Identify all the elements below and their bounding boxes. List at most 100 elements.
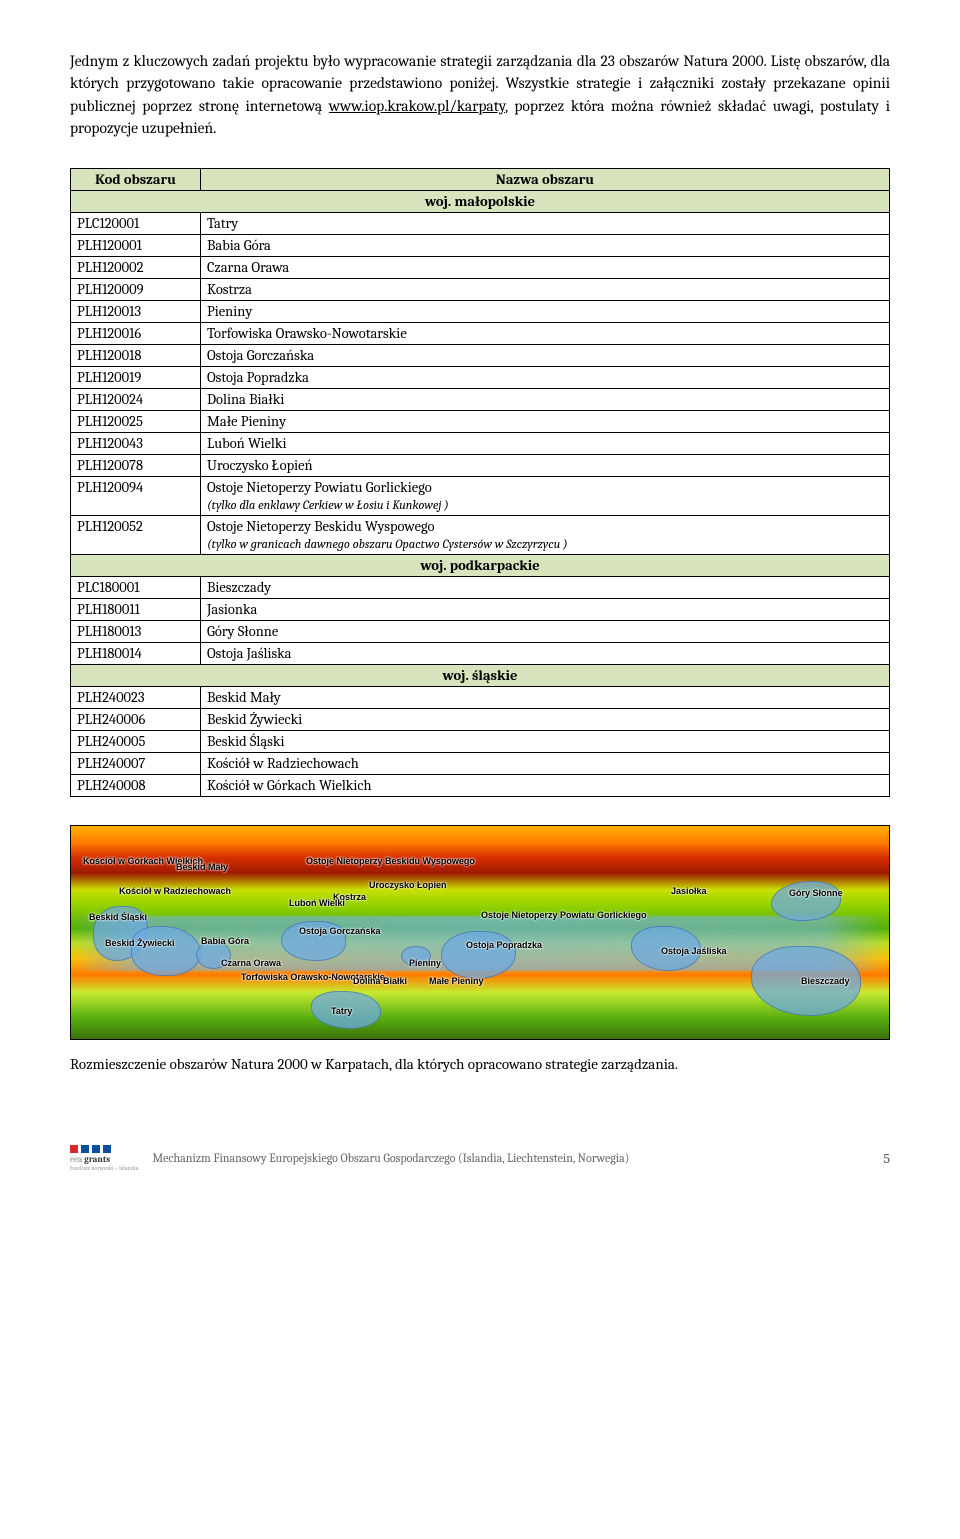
- intro-paragraph: Jednym z kluczowych zadań projektu było …: [70, 50, 890, 140]
- cell-name: Ostoja Gorczańska: [201, 344, 890, 366]
- map-area-blob: [771, 881, 841, 921]
- table-row: PLH240007Kościół w Radziechowach: [71, 752, 890, 774]
- cell-name: Luboń Wielki: [201, 432, 890, 454]
- map-label: Babia Góra: [201, 936, 249, 946]
- map-label: Czarna Orawa: [221, 958, 281, 968]
- cell-name: Czarna Orawa: [201, 256, 890, 278]
- cell-code: PLH120001: [71, 234, 201, 256]
- map-label: Beskid Śląski: [89, 912, 147, 922]
- table-row: PLH120018Ostoja Gorczańska: [71, 344, 890, 366]
- page-footer: eea grants fundusz norweski • islandia M…: [70, 1145, 890, 1172]
- cell-code: PLH120078: [71, 454, 201, 476]
- cell-code: PLH240005: [71, 730, 201, 752]
- region-header: woj. śląskie: [71, 664, 890, 686]
- map-image: Kościół w Górkach WielkichBeskid MałyOst…: [70, 825, 890, 1040]
- cell-name: Beskid Śląski: [201, 730, 890, 752]
- cell-code: PLH120009: [71, 278, 201, 300]
- cell-name: Beskid Żywiecki: [201, 708, 890, 730]
- cell-name: Uroczysko Łopień: [201, 454, 890, 476]
- cell-name: Jasionka: [201, 598, 890, 620]
- map-label: Ostoja Jaśliska: [661, 946, 727, 956]
- page-number: 5: [883, 1150, 890, 1167]
- map-label: Tatry: [331, 1006, 352, 1016]
- logo-word2: grants: [84, 1155, 110, 1165]
- cell-name: Tatry: [201, 212, 890, 234]
- map-label: Dolina Białki: [353, 976, 407, 986]
- table-row: PLH180013Góry Słonne: [71, 620, 890, 642]
- cell-name: Pieniny: [201, 300, 890, 322]
- logo-dot: [70, 1145, 78, 1153]
- table-row: PLH240023Beskid Mały: [71, 686, 890, 708]
- table-row: PLH180011Jasionka: [71, 598, 890, 620]
- cell-code: PLH120019: [71, 366, 201, 388]
- cell-name: Ostoje Nietoperzy Powiatu Gorlickiego(ty…: [201, 476, 890, 515]
- cell-name: Bieszczady: [201, 576, 890, 598]
- map-label: Bieszczady: [801, 976, 850, 986]
- table-row: PLH180014Ostoja Jaśliska: [71, 642, 890, 664]
- region-header: woj. podkarpackie: [71, 554, 890, 576]
- map-label: Ostoje Nietoperzy Powiatu Gorlickiego: [481, 910, 647, 920]
- table-row: PLC180001Bieszczady: [71, 576, 890, 598]
- cell-name: Ostoja Popradzka: [201, 366, 890, 388]
- cell-name: Beskid Mały: [201, 686, 890, 708]
- table-row: PLH120043Luboń Wielki: [71, 432, 890, 454]
- cell-code: PLH120002: [71, 256, 201, 278]
- footer-text: Mechanizm Finansowy Europejskiego Obszar…: [153, 1151, 630, 1165]
- cell-code: PLC180001: [71, 576, 201, 598]
- cell-code: PLH180011: [71, 598, 201, 620]
- cell-name: Kostrza: [201, 278, 890, 300]
- map-label: Ostoja Popradzka: [466, 940, 542, 950]
- logo-word1: eea: [70, 1155, 82, 1165]
- map-label: Małe Pieniny: [429, 976, 484, 986]
- cell-code: PLH180013: [71, 620, 201, 642]
- map-label: Uroczysko Łopień: [369, 880, 447, 890]
- cell-code: PLH120094: [71, 476, 201, 515]
- table-row: PLH120016Torfowiska Orawsko-Nowotarskie: [71, 322, 890, 344]
- th-name: Nazwa obszaru: [201, 168, 890, 190]
- map-label: Ostoja Gorczańska: [299, 926, 381, 936]
- table-row: PLH120002Czarna Orawa: [71, 256, 890, 278]
- cell-code: PLH120016: [71, 322, 201, 344]
- cell-name: Dolina Białki: [201, 388, 890, 410]
- cell-name: Góry Słonne: [201, 620, 890, 642]
- table-row: PLC120001Tatry: [71, 212, 890, 234]
- map-area-blob: [441, 931, 516, 979]
- cell-name: Kościół w Radziechowach: [201, 752, 890, 774]
- region-header: woj. małopolskie: [71, 190, 890, 212]
- cell-code: PLH240008: [71, 774, 201, 796]
- cell-code: PLH240023: [71, 686, 201, 708]
- map-caption: Rozmieszczenie obszarów Natura 2000 w Ka…: [70, 1054, 890, 1075]
- cell-code: PLC120001: [71, 212, 201, 234]
- map-label: Beskid Mały: [176, 862, 228, 872]
- table-row: PLH120013Pieniny: [71, 300, 890, 322]
- cell-code: PLH240007: [71, 752, 201, 774]
- map-label: Luboń Wielki: [289, 898, 345, 908]
- table-row: PLH120078Uroczysko Łopień: [71, 454, 890, 476]
- cell-code: PLH120013: [71, 300, 201, 322]
- cell-name: Torfowiska Orawsko-Nowotarskie: [201, 322, 890, 344]
- cell-code: PLH240006: [71, 708, 201, 730]
- map-label: Kościół w Radziechowach: [119, 886, 231, 896]
- table-row: PLH120009Kostrza: [71, 278, 890, 300]
- cell-name: Kościół w Górkach Wielkich: [201, 774, 890, 796]
- cell-code: PLH180014: [71, 642, 201, 664]
- areas-table: Kod obszaru Nazwa obszaru woj. małopolsk…: [70, 168, 890, 797]
- map-label: Ostoje Nietoperzy Beskidu Wyspowego: [306, 856, 475, 866]
- table-row: PLH240008Kościół w Górkach Wielkich: [71, 774, 890, 796]
- table-row: PLH240005Beskid Śląski: [71, 730, 890, 752]
- map-label: Góry Słonne: [789, 888, 843, 898]
- th-code: Kod obszaru: [71, 168, 201, 190]
- table-row: PLH120094Ostoje Nietoperzy Powiatu Gorli…: [71, 476, 890, 515]
- map-label: Pieniny: [409, 958, 441, 968]
- map-label: Jasiołka: [671, 886, 707, 896]
- table-row: PLH120001Babia Góra: [71, 234, 890, 256]
- cell-code: PLH120024: [71, 388, 201, 410]
- map-label: Beskid Żywiecki: [105, 938, 175, 948]
- para-link[interactable]: www.iop.krakow.pl/karpaty: [329, 97, 505, 115]
- map-container: Kościół w Górkach WielkichBeskid MałyOst…: [70, 825, 890, 1040]
- logo-dot: [103, 1145, 111, 1153]
- cell-code: PLH120018: [71, 344, 201, 366]
- logo-tag: fundusz norweski • islandia: [70, 1165, 139, 1172]
- eea-logo: eea grants fundusz norweski • islandia: [70, 1145, 139, 1172]
- table-row: PLH120052Ostoje Nietoperzy Beskidu Wyspo…: [71, 515, 890, 554]
